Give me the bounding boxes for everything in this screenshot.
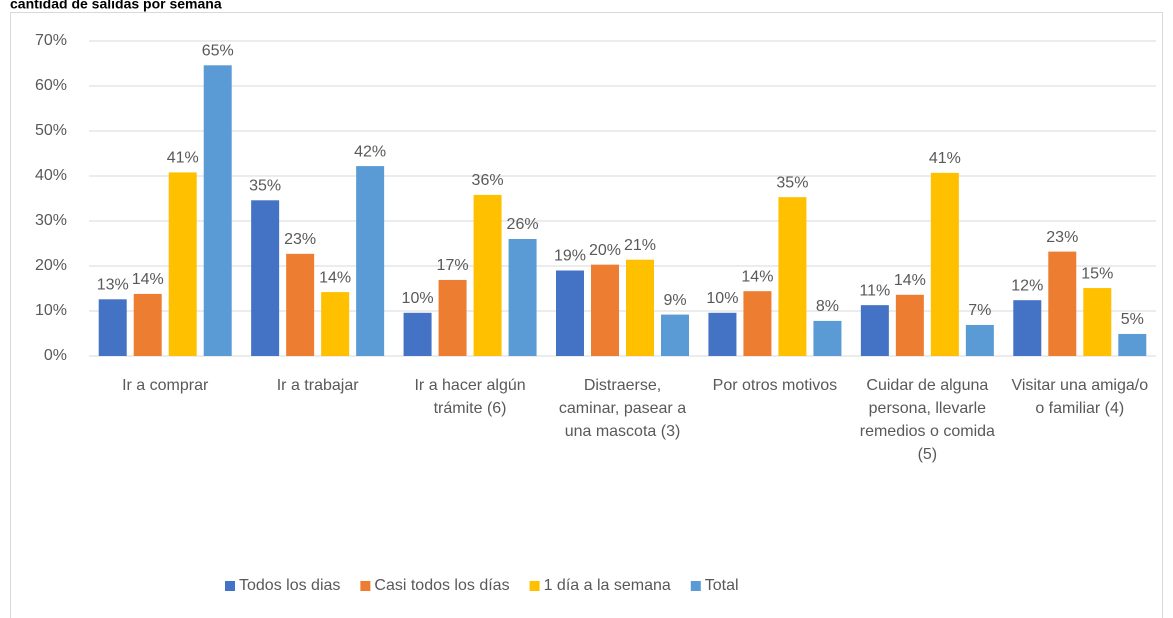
- legend-label: Casi todos los días: [374, 577, 509, 594]
- y-tick-label: 60%: [35, 77, 67, 94]
- data-label: 14%: [132, 271, 164, 288]
- data-label: 23%: [1046, 229, 1078, 246]
- data-label: 14%: [741, 268, 773, 285]
- data-label: 41%: [167, 150, 199, 167]
- data-label: 5%: [1121, 311, 1144, 328]
- data-label: 41%: [929, 150, 961, 167]
- bar: [508, 239, 537, 356]
- bar: [251, 200, 280, 356]
- bar: [1083, 288, 1112, 356]
- data-label: 35%: [776, 174, 808, 191]
- x-tick-label: Ir a comprar: [122, 377, 209, 394]
- bar: [321, 292, 350, 356]
- bar: [356, 166, 385, 356]
- y-tick-label: 10%: [35, 302, 67, 319]
- y-tick-label: 20%: [35, 257, 67, 274]
- x-tick-label: Distraerse, caminar, pasear a una mascot…: [558, 377, 687, 440]
- data-label: 9%: [663, 292, 686, 309]
- bar: [743, 291, 772, 356]
- data-label: 20%: [589, 242, 621, 259]
- legend-swatch: [225, 581, 235, 591]
- data-label: 26%: [507, 216, 539, 233]
- data-label: 65%: [202, 43, 234, 60]
- bar: [203, 65, 232, 357]
- data-label: 7%: [968, 302, 991, 319]
- data-label: 42%: [354, 143, 386, 160]
- legend-swatch: [690, 581, 701, 591]
- data-label: 14%: [319, 269, 351, 286]
- data-label: 23%: [284, 231, 316, 248]
- legend-swatch: [529, 581, 540, 591]
- x-tick-label: Por otros motivos: [712, 377, 838, 394]
- bar: [1118, 333, 1147, 356]
- legend-label: Total: [705, 577, 739, 594]
- data-label: 15%: [1081, 265, 1113, 282]
- data-label: 12%: [1011, 277, 1043, 294]
- bar: [438, 279, 467, 356]
- data-label: 35%: [249, 178, 281, 195]
- chart-frame: [10, 12, 1163, 618]
- bar: [591, 264, 619, 356]
- y-tick-label: 50%: [35, 122, 67, 139]
- legend-label: 1 día a la semana: [544, 577, 671, 594]
- bar: [1013, 300, 1042, 356]
- bar: [403, 312, 432, 356]
- y-tick-label: 70%: [35, 32, 67, 49]
- bar: [556, 270, 584, 356]
- y-tick-label: 30%: [35, 212, 67, 229]
- bar: [708, 312, 737, 356]
- x-tick-label: Ir a hacer algún trámite (6): [414, 377, 526, 417]
- bar: [168, 172, 197, 356]
- x-tick-label: Visitar una amiga/o o familiar (4): [1011, 377, 1149, 417]
- bar: [930, 172, 959, 356]
- data-label: 19%: [554, 248, 586, 265]
- bar: [98, 299, 127, 356]
- y-tick-label: 40%: [35, 167, 67, 184]
- data-label: 17%: [437, 257, 469, 274]
- bar: [965, 324, 994, 356]
- data-label: 10%: [402, 290, 434, 307]
- bar: [895, 294, 924, 356]
- bar: [133, 293, 162, 356]
- bar: [813, 320, 842, 356]
- data-label: 11%: [859, 282, 890, 299]
- chart-title: cantidad de salidas por semana: [10, 0, 222, 12]
- bar: [860, 305, 889, 356]
- bar: [286, 253, 315, 356]
- legend-swatch: [360, 581, 371, 591]
- y-tick-label: 0%: [44, 347, 67, 364]
- data-label: 8%: [816, 298, 839, 315]
- data-label: 21%: [624, 237, 656, 254]
- bar: [626, 259, 654, 356]
- data-label: 14%: [894, 272, 926, 289]
- bar: [661, 314, 689, 356]
- bar: [778, 197, 807, 356]
- x-tick-label: Cuidar de alguna persona, llevarle remed…: [859, 377, 995, 463]
- legend-label: Todos los dias: [239, 577, 340, 594]
- x-tick-label: Ir a trabajar: [276, 377, 359, 394]
- bar: [473, 194, 502, 356]
- data-label: 36%: [472, 172, 504, 189]
- bar: [1048, 251, 1077, 356]
- data-label: 10%: [706, 290, 738, 307]
- data-label: 13%: [97, 277, 129, 294]
